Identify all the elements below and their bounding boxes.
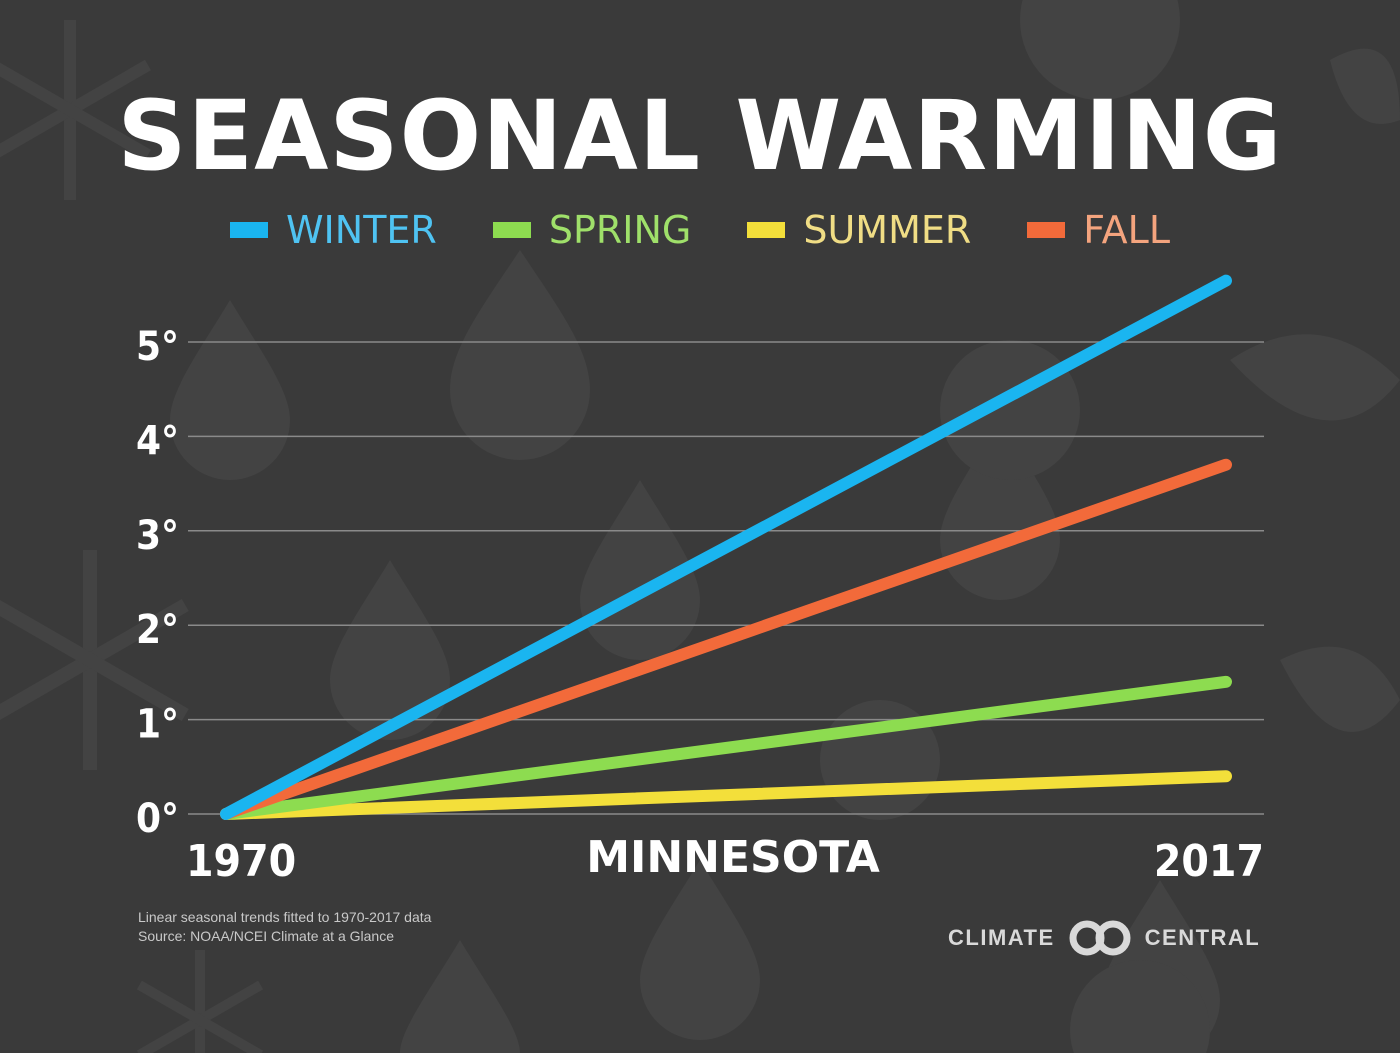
legend-label-fall: FALL xyxy=(1083,208,1170,252)
y-tick-label: 1° xyxy=(136,702,179,748)
y-tick-label: 2° xyxy=(136,607,179,653)
legend-item-summer: SUMMER xyxy=(747,208,971,252)
raindrop-icon xyxy=(170,300,290,480)
legend-item-winter: WINTER xyxy=(229,208,437,252)
climate-central-logo: CLIMATE CENTRAL xyxy=(948,920,1260,956)
y-tick-label: 4° xyxy=(136,418,179,464)
snowflake-icon xyxy=(0,550,189,770)
legend-item-fall: FALL xyxy=(1027,208,1170,252)
leaf-icon xyxy=(1230,334,1400,421)
sun-icon xyxy=(1070,960,1210,1053)
legend-label-spring: SPRING xyxy=(548,208,692,252)
y-tick-label: 3° xyxy=(136,513,179,559)
y-tick-label: 0° xyxy=(136,796,179,842)
footnote-source: Source: NOAA/NCEI Climate at a Glance xyxy=(138,928,394,944)
raindrop-icon xyxy=(450,250,590,460)
logo-rings-icon xyxy=(1069,920,1131,956)
series-line-winter xyxy=(220,274,1232,820)
legend: WINTER SPRING SUMMER FALL xyxy=(0,208,1400,252)
footnote: Linear seasonal trends fitted to 1970-20… xyxy=(138,908,431,946)
chart-title: SEASONAL WARMING xyxy=(117,80,1283,192)
legend-swatch-fall xyxy=(1027,222,1066,238)
legend-swatch-summer xyxy=(747,222,786,238)
snowflake-icon xyxy=(0,20,151,200)
grid xyxy=(188,341,1264,815)
raindrop-icon xyxy=(640,860,760,1040)
series-line-spring xyxy=(220,675,1232,820)
x-tick-label: 2017 xyxy=(1154,836,1264,887)
logo-text-right: CENTRAL xyxy=(1144,925,1261,950)
logo-text-left: CLIMATE xyxy=(948,925,1055,950)
series-line-summer xyxy=(220,770,1232,820)
legend-item-spring: SPRING xyxy=(492,208,692,252)
footnote-method: Linear seasonal trends fitted to 1970-20… xyxy=(138,909,432,925)
legend-swatch-spring xyxy=(492,222,531,238)
legend-swatch-winter xyxy=(229,222,268,238)
series-line-fall xyxy=(220,458,1232,820)
legend-label-summer: SUMMER xyxy=(803,208,972,252)
legend-label-winter: WINTER xyxy=(285,208,437,252)
raindrop-icon xyxy=(330,560,450,740)
y-tick-label: 5° xyxy=(136,324,179,370)
sun-icon xyxy=(1020,0,1180,100)
snowflake-icon xyxy=(136,950,264,1053)
leaf-icon xyxy=(1330,48,1400,124)
series-lines xyxy=(220,274,1232,820)
x-tick-label: 1970 xyxy=(186,836,296,887)
leaf-icon xyxy=(1280,646,1400,732)
raindrop-icon xyxy=(400,940,520,1053)
x-axis-tick-labels: 1970 2017 xyxy=(186,836,1264,887)
y-axis-tick-labels: 0° 1° 2° 3° 4° 5° xyxy=(136,324,179,842)
region-label: MINNESOTA xyxy=(586,832,880,883)
